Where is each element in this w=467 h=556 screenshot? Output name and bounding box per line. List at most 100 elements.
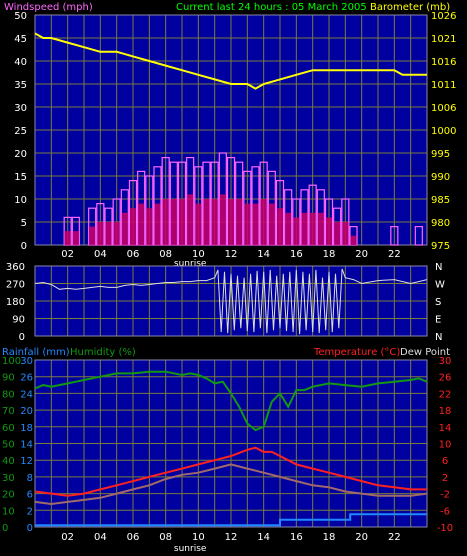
rainfall-tick-label: 6 bbox=[27, 490, 33, 501]
x-tick-label: 14 bbox=[257, 249, 270, 260]
x-tick-label: 18 bbox=[323, 249, 336, 260]
wind-gust-bar bbox=[390, 226, 399, 246]
rainfall-tick-label: 2 bbox=[27, 506, 33, 517]
rainfall-tick-label: 12 bbox=[20, 456, 33, 467]
wind-average-bar bbox=[203, 199, 210, 245]
direction-tick-label: 270 bbox=[6, 280, 25, 291]
wind-average-bar bbox=[268, 203, 275, 245]
temperature-tick-label: 2 bbox=[442, 473, 448, 484]
temperature-tick-label: 26 bbox=[439, 373, 452, 384]
wind-tick-label: 35 bbox=[14, 80, 27, 91]
wind-average-bar bbox=[72, 231, 79, 245]
wind-average-bar bbox=[228, 199, 234, 245]
barometer-tick-label: 995 bbox=[431, 149, 450, 160]
wind-average-bar bbox=[244, 203, 251, 245]
wind-average-bar bbox=[236, 199, 243, 245]
humidity-tick-label: 20 bbox=[2, 490, 15, 501]
temperature-tick-label: -6 bbox=[440, 506, 450, 517]
wind-average-bar bbox=[121, 212, 128, 245]
direction-tick-label: 360 bbox=[6, 262, 25, 273]
wind-average-bar bbox=[97, 222, 104, 245]
wind-direction-series-line bbox=[34, 268, 428, 335]
rainfall-tick-label: 30 bbox=[20, 356, 33, 367]
x-tick-label: 18 bbox=[323, 532, 336, 543]
barometer-tick-label: 1011 bbox=[431, 80, 456, 91]
x-tick-label: 22 bbox=[388, 532, 401, 543]
humidity-tick-label: 30 bbox=[2, 473, 15, 484]
wind-average-bar bbox=[285, 212, 292, 245]
wind-average-bar bbox=[170, 199, 177, 245]
rainfall-tick-label: 24 bbox=[20, 389, 33, 400]
x-tick-label: 20 bbox=[355, 249, 368, 260]
humidity-tick-label: 60 bbox=[2, 423, 15, 434]
temperature-tick-label: -10 bbox=[437, 523, 453, 534]
dewpoint-axis-title: Dew Point bbox=[400, 347, 450, 358]
temperature-tick-label: 22 bbox=[439, 389, 452, 400]
wind-average-bar bbox=[146, 208, 153, 245]
x-tick-label: 20 bbox=[355, 532, 368, 543]
wind-average-bar bbox=[350, 235, 357, 245]
humidity-tick-label: 0 bbox=[2, 523, 8, 534]
wind-average-bar bbox=[301, 212, 308, 245]
humidity-tick-label: 50 bbox=[2, 440, 15, 451]
direction-tick-label: 180 bbox=[6, 297, 25, 308]
wind-average-bar bbox=[293, 217, 300, 245]
x-tick-label: 04 bbox=[94, 249, 107, 260]
temperature-tick-label: 30 bbox=[439, 356, 452, 367]
temp-humidity-rain-plot: 02 6 8 12 14 18 20 24 26 30 0 10 20 30 40 50 60 70 80 90 100… bbox=[2, 356, 453, 554]
rainfall-tick-label: 20 bbox=[20, 406, 33, 417]
wind-barometer-plot: 0 5 10 15 20 25 30 35 40 45 50 975 980 985 990 995 1000 1… bbox=[14, 11, 456, 269]
humidity-tick-label: 90 bbox=[2, 373, 15, 384]
rainfall-tick-label: 14 bbox=[20, 440, 33, 451]
x-tick-label: 04 bbox=[94, 532, 107, 543]
barometer-tick-label: 985 bbox=[431, 195, 450, 206]
wind-average-bar bbox=[317, 212, 324, 245]
plot-border bbox=[34, 265, 428, 337]
x-tick-label: 08 bbox=[159, 249, 172, 260]
humidity-tick-label: 40 bbox=[2, 456, 15, 467]
wind-average-bar bbox=[334, 222, 341, 245]
sunrise-label: sunrise bbox=[174, 544, 207, 554]
rainfall-tick-label: 18 bbox=[20, 423, 33, 434]
compass-label: N bbox=[435, 262, 442, 273]
humidity-tick-label: 100 bbox=[2, 356, 21, 367]
temperature-tick-label: 18 bbox=[439, 406, 452, 417]
wind-tick-label: 5 bbox=[21, 218, 27, 229]
x-tick-label: 16 bbox=[290, 532, 303, 543]
wind-average-bar bbox=[162, 199, 169, 245]
barometer-tick-label: 975 bbox=[431, 241, 450, 252]
x-tick-label: 12 bbox=[225, 249, 238, 260]
direction-tick-label: 90 bbox=[12, 315, 25, 326]
humidity-tick-label: 70 bbox=[2, 406, 15, 417]
compass-label: S bbox=[435, 297, 441, 308]
barometer-tick-label: 980 bbox=[431, 218, 450, 229]
wind-average-bar bbox=[252, 203, 259, 245]
wind-average-bar bbox=[130, 208, 136, 245]
rainfall-tick-label: 8 bbox=[27, 473, 33, 484]
wind-average-bar bbox=[277, 208, 283, 245]
wind-tick-label: 0 bbox=[21, 241, 27, 252]
wind-tick-label: 40 bbox=[14, 57, 27, 68]
humidity-tick-label: 80 bbox=[2, 389, 15, 400]
x-tick-label: 06 bbox=[127, 532, 140, 543]
wind-average-bar bbox=[219, 194, 226, 245]
x-tick-label: 06 bbox=[127, 249, 140, 260]
x-tick-label: 02 bbox=[61, 532, 74, 543]
wind-average-bar bbox=[211, 199, 218, 245]
wind-tick-label: 50 bbox=[14, 11, 27, 22]
x-tick-label: 22 bbox=[388, 249, 401, 260]
wind-tick-label: 15 bbox=[14, 172, 27, 183]
barometer-tick-label: 990 bbox=[431, 172, 450, 183]
wind-tick-label: 30 bbox=[14, 103, 27, 114]
humidity-series-line bbox=[34, 370, 428, 432]
wind-average-bar bbox=[113, 222, 120, 245]
x-tick-label: 08 bbox=[159, 532, 172, 543]
x-tick-label: 02 bbox=[61, 249, 74, 260]
x-tick-label: 10 bbox=[192, 532, 205, 543]
wind-tick-label: 25 bbox=[14, 126, 27, 137]
plot-border bbox=[34, 359, 428, 528]
x-tick-label: 12 bbox=[225, 532, 238, 543]
